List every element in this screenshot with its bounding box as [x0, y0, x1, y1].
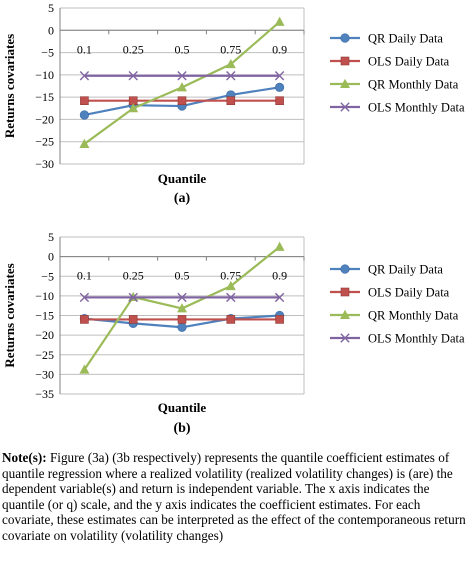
chart-b-ytick-label-3: −10: [35, 289, 54, 303]
chart-b-ytick-label-6: −25: [35, 348, 54, 362]
chart-a-point-s3-1: [128, 71, 138, 81]
chart-b-legend-label-1: OLS Daily Data: [368, 286, 450, 300]
chart-a-legend-label-1: OLS Daily Data: [368, 55, 450, 69]
chart-b-svg: 5 0 −5 −10 −15 −20 −25 −30 −35 0.1 0.25 0.5 0.75 0.9 R…: [2, 230, 465, 436]
chart-b-ytick-label-0: 5: [48, 230, 54, 244]
chart-b-point-s3-0-stroke-2: [79, 292, 90, 303]
chart-a-point-s1-3: [226, 96, 236, 106]
chart-a-xtick-label-2: 0.5: [175, 42, 190, 56]
chart-a-point-s3-3: [226, 71, 236, 81]
chart-a-ytick-label-2: −5: [41, 46, 54, 60]
chart-a-xtick-label-3: 0.75: [220, 42, 241, 56]
chart-b-legend-label-2: QR Monthly Data: [368, 309, 459, 323]
chart-a-point-s0-4: [275, 82, 285, 92]
chart-a-xtick-label-0: 0.1: [77, 42, 92, 56]
chart-a-xtick-label-4: 0.9: [272, 42, 287, 56]
chart-a-ylabel: Returns covariates: [2, 34, 17, 138]
chart-b-xtick-label-1: 0.25: [123, 269, 144, 283]
chart-b-legend-marker-1: [340, 287, 350, 297]
chart-a-point-s2-3: [225, 58, 236, 69]
chart-a-point-s2-4: [274, 16, 285, 26]
chart-a-point-s0-0: [79, 110, 89, 120]
chart-b-point-s3-0: [79, 292, 90, 303]
note-text: Figure (3a) (3b respectively) represents…: [2, 450, 466, 543]
chart-a-point-s3-0: [79, 71, 90, 81]
chart-a-point-s3-3-stroke-2: [226, 71, 236, 81]
chart-a-point-s3-4-stroke-2: [274, 71, 285, 81]
chart-a-ytick-label-4: −15: [35, 90, 54, 104]
chart-a-ytick-label-6: −25: [35, 135, 54, 149]
chart-b-point-s2-0: [79, 364, 90, 374]
chart-b: 5 0 −5 −10 −15 −20 −25 −30 −35 0.1 0.25 0.5 0.75 0.9 R…: [0, 226, 474, 444]
chart-b-point-s3-1-stroke-2: [128, 292, 138, 303]
chart-a-point-s3-0-stroke-2: [79, 71, 90, 81]
chart-b-legend-marker-0: [340, 264, 350, 274]
chart-a-point-s3-2: [177, 71, 187, 81]
chart-b-legend-label-0: QR Daily Data: [368, 263, 443, 277]
chart-a-ytick-label-1: 0: [48, 23, 54, 37]
chart-b-caption: (b): [173, 421, 190, 436]
chart-a-ytick-label-5: −20: [35, 112, 54, 126]
chart-a-legend-marker-3: [340, 102, 350, 112]
chart-b-point-s1-4: [275, 315, 284, 324]
chart-a: 5 0 −5 −10 −15 −20 −25 −30 0.1 0.25 0.5 0.75 0.9 Retu…: [0, 0, 474, 212]
chart-b-legend-marker-3: [340, 333, 350, 343]
chart-b-xtick-label-4: 0.9: [272, 269, 287, 283]
chart-a-ytick-label-7: −30: [35, 157, 54, 171]
chart-a-point-s2-2: [177, 82, 187, 92]
chart-b-xlabel: Quantile: [158, 400, 207, 415]
chart-b-xtick-label-2: 0.5: [175, 269, 190, 283]
chart-b-legend-marker-3-stroke-2: [340, 333, 350, 343]
chart-a-point-s2-1: [128, 103, 139, 113]
chart-a-xtick-label-1: 0.25: [123, 42, 144, 56]
chart-b-point-s1-3: [226, 315, 236, 324]
chart-b-point-s3-4-stroke-2: [274, 292, 285, 303]
chart-b-ytick-label-7: −30: [35, 367, 54, 381]
chart-b-ylabel: Returns covariates: [2, 263, 17, 367]
chart-b-ytick-label-1: 0: [48, 250, 54, 264]
chart-b-point-s2-2: [177, 303, 187, 313]
chart-a-point-s2-0: [79, 138, 90, 148]
chart-b-point-s2-3: [225, 280, 236, 291]
chart-b-point-s3-1: [128, 292, 138, 303]
chart-a-svg: 5 0 −5 −10 −15 −20 −25 −30 0.1 0.25 0.5 0.75 0.9 Retu…: [2, 1, 465, 206]
chart-a-legend-marker-1: [340, 56, 350, 66]
chart-b-xtick-label-0: 0.1: [77, 269, 92, 283]
chart-b-point-s3-3: [226, 292, 236, 303]
note-label: Note(s):: [2, 450, 47, 465]
chart-b-point-s3-2: [177, 292, 187, 303]
chart-b-point-s1-1: [128, 315, 138, 324]
chart-b-point-s2-4: [274, 241, 285, 251]
chart-a-legend-label-3: OLS Monthly Data: [368, 101, 465, 115]
chart-a-legend-marker-0: [340, 33, 350, 43]
chart-b-ytick-label-5: −20: [35, 328, 54, 342]
chart-a-point-s1-4: [275, 96, 284, 106]
chart-a-caption: (a): [174, 191, 191, 206]
chart-b-point-s3-2-stroke-2: [177, 292, 187, 303]
chart-b-legend-label-3: OLS Monthly Data: [368, 332, 465, 346]
chart-a-legend-label-2: QR Monthly Data: [368, 78, 459, 92]
chart-b-legend-marker-2: [340, 309, 350, 319]
chart-a-ytick-label-0: 5: [48, 1, 54, 15]
chart-b-point-s3-3-stroke-2: [226, 292, 236, 303]
chart-b-point-s1-2: [177, 315, 187, 324]
chart-b-point-s0-2: [177, 322, 187, 332]
chart-a-point-s3-1-stroke-2: [128, 71, 138, 81]
chart-b-xtick-label-3: 0.75: [220, 269, 241, 283]
chart-b-point-s3-4: [274, 292, 285, 303]
chart-a-point-s3-4: [274, 71, 285, 81]
chart-a-legend-marker-3-stroke-2: [340, 102, 350, 112]
chart-a-point-s1-0: [80, 96, 89, 106]
chart-b-point-s1-0: [80, 315, 89, 324]
chart-a-xlabel: Quantile: [158, 171, 207, 186]
chart-b-ytick-label-8: −35: [35, 387, 54, 401]
chart-a-point-s1-2: [177, 96, 187, 106]
chart-a-legend-marker-2: [340, 78, 350, 88]
chart-a-legend-label-0: QR Daily Data: [368, 32, 443, 46]
chart-a-ytick-label-3: −10: [35, 68, 54, 82]
chart-a-point-s3-2-stroke-2: [177, 71, 187, 81]
chart-b-ytick-label-4: −15: [35, 309, 54, 323]
chart-b-ytick-label-2: −5: [41, 269, 54, 283]
figure-note: Note(s): Figure (3a) (3b respectively) r…: [2, 450, 472, 544]
